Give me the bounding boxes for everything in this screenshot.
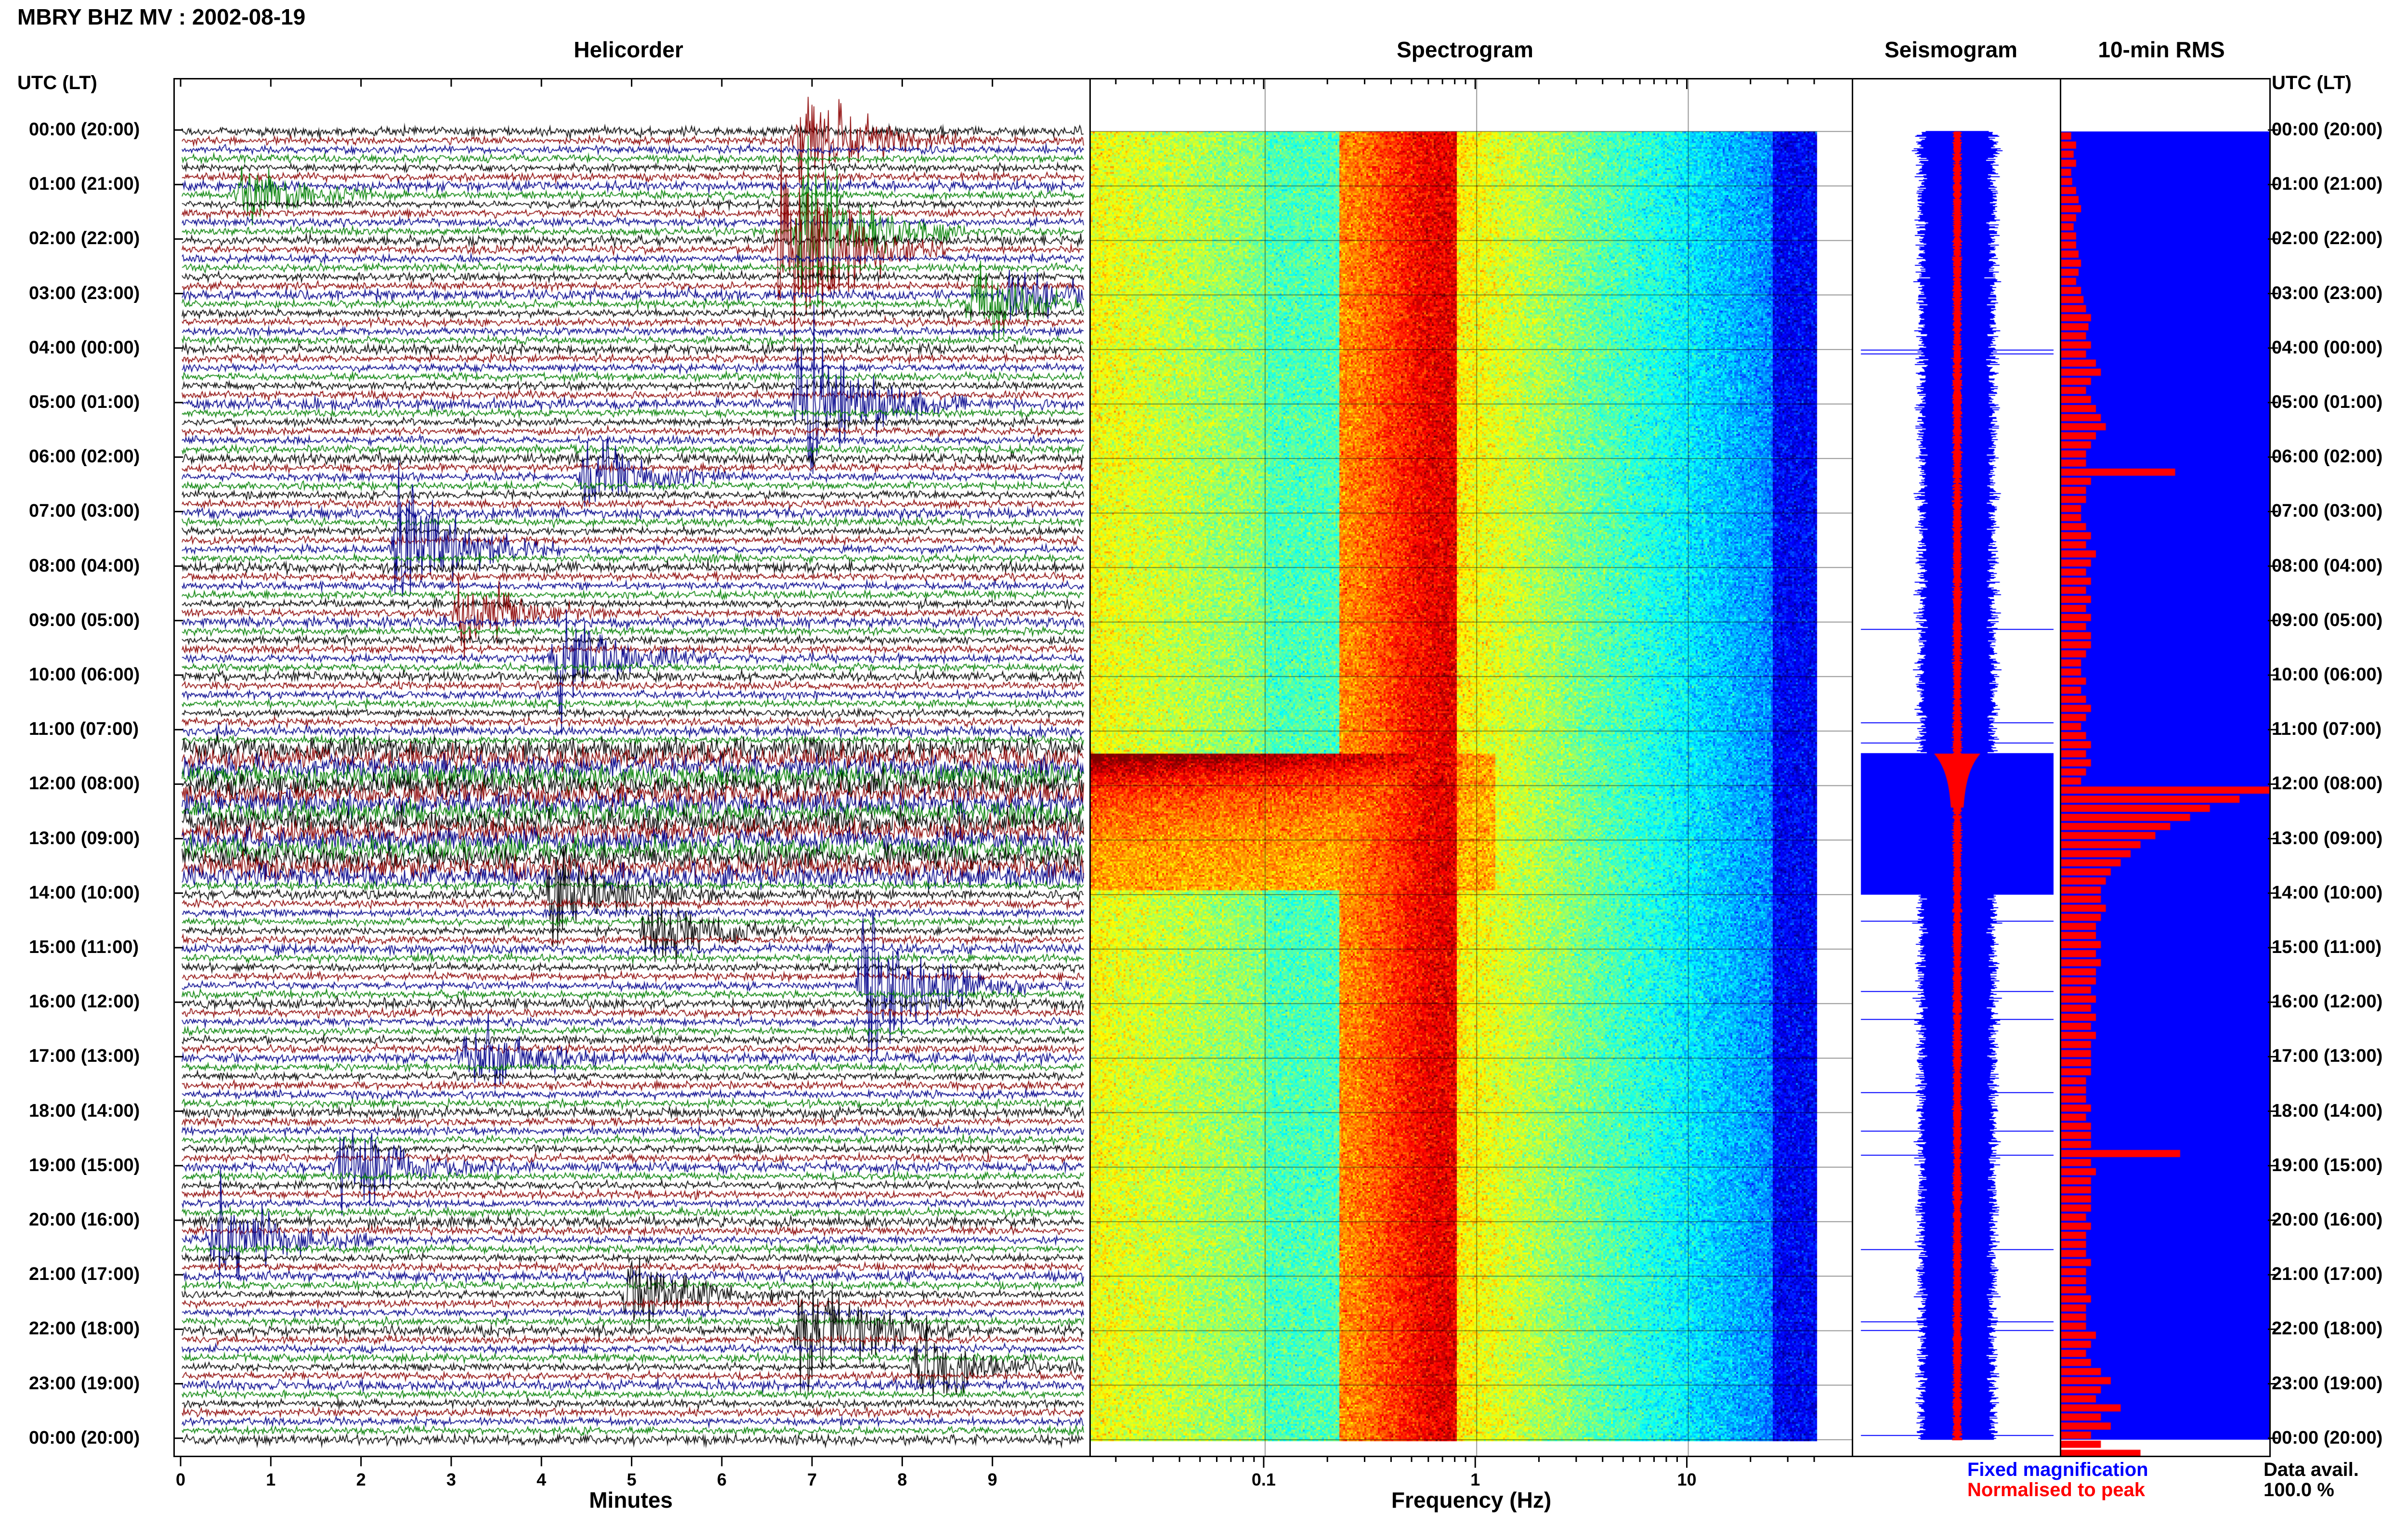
- legend-fixed-magnification: Fixed magnification: [1967, 1459, 2148, 1480]
- spectrogram-xlabel: Frequency (Hz): [1391, 1487, 1552, 1513]
- helicorder-xlabel: Minutes: [589, 1487, 673, 1513]
- time-label-left: 11:00 (07:00): [29, 719, 139, 740]
- time-label-left: 06:00 (02:00): [29, 446, 140, 467]
- time-label-right: 00:00 (20:00): [2272, 1427, 2383, 1448]
- time-label-right: 02:00 (22:00): [2272, 228, 2383, 249]
- time-label-right: 08:00 (04:00): [2272, 555, 2383, 576]
- helicorder-tick-label: 2: [356, 1470, 366, 1489]
- data-avail-label: Data avail.: [2264, 1459, 2359, 1480]
- time-label-right: 09:00 (05:00): [2272, 610, 2383, 630]
- rms-title: 10-min RMS: [2098, 37, 2225, 62]
- time-label-right: 04:00 (00:00): [2272, 337, 2383, 358]
- time-label-right: 01:00 (21:00): [2272, 174, 2383, 195]
- seismogram-title: Seismogram: [1884, 37, 2018, 62]
- helicorder-tick-label: 9: [987, 1470, 997, 1489]
- legend-normalised-to-peak: Normalised to peak: [1967, 1479, 2146, 1500]
- time-label-right: 13:00 (09:00): [2272, 828, 2383, 848]
- time-label-left: 07:00 (03:00): [29, 501, 140, 522]
- spectrogram-tick-label: 0.1: [1251, 1470, 1276, 1489]
- time-label-left: 05:00 (01:00): [29, 392, 140, 412]
- time-label-right: 00:00 (20:00): [2272, 119, 2383, 140]
- helicorder-title: Helicorder: [574, 37, 683, 62]
- time-label-right: 19:00 (15:00): [2272, 1155, 2383, 1175]
- time-label-left: 17:00 (13:00): [29, 1046, 140, 1067]
- time-label-left: 14:00 (10:00): [29, 882, 140, 903]
- time-label-right: 22:00 (18:00): [2272, 1318, 2383, 1339]
- helicorder-tick-label: 7: [807, 1470, 817, 1489]
- helicorder-tick-label: 0: [175, 1470, 186, 1489]
- time-label-right: 17:00 (13:00): [2272, 1046, 2383, 1067]
- spectrogram-tick-label: 1: [1470, 1470, 1480, 1489]
- time-label-left: 08:00 (04:00): [29, 555, 140, 576]
- helicorder-tick-label: 6: [717, 1470, 727, 1489]
- time-label-right: 12:00 (08:00): [2272, 773, 2383, 794]
- time-label-left: 01:00 (21:00): [29, 174, 140, 195]
- helicorder-tick-label: 5: [627, 1470, 637, 1489]
- time-label-left: 18:00 (14:00): [29, 1100, 140, 1121]
- time-label-left: 04:00 (00:00): [29, 337, 140, 358]
- seismogram-traces: [1853, 79, 2061, 1456]
- right-axis-header: UTC (LT): [2272, 72, 2352, 93]
- time-label-left: 02:00 (22:00): [29, 228, 140, 249]
- spectrogram-image: [1091, 79, 1853, 1456]
- time-label-right: 14:00 (10:00): [2272, 882, 2383, 903]
- helicorder-tick-label: 8: [897, 1470, 907, 1489]
- time-label-right: 03:00 (23:00): [2272, 283, 2383, 303]
- time-label-right: 05:00 (01:00): [2272, 392, 2383, 412]
- spectrogram-title: Spectrogram: [1397, 37, 1533, 62]
- time-label-left: 15:00 (11:00): [29, 937, 139, 957]
- time-label-left: 23:00 (19:00): [29, 1373, 140, 1394]
- helicorder-tick-label: 4: [537, 1470, 547, 1489]
- time-label-left: 13:00 (09:00): [29, 828, 140, 848]
- data-avail-value: 100.0 %: [2264, 1479, 2334, 1500]
- time-label-right: 18:00 (14:00): [2272, 1100, 2383, 1121]
- left-axis-header: UTC (LT): [17, 72, 97, 93]
- time-label-right: 07:00 (03:00): [2272, 501, 2383, 522]
- helicorder-tick-label: 1: [266, 1470, 276, 1489]
- helicorder-traces: [175, 79, 1093, 1456]
- time-label-left: 22:00 (18:00): [29, 1318, 140, 1339]
- time-label-right: 15:00 (11:00): [2272, 937, 2382, 957]
- time-label-left: 03:00 (23:00): [29, 283, 140, 303]
- time-label-right: 23:00 (19:00): [2272, 1373, 2383, 1394]
- spectrogram-panel: [1089, 78, 1855, 1457]
- rms-panel: [2060, 78, 2271, 1457]
- rms-bars: [2061, 79, 2269, 1456]
- time-label-left: 20:00 (16:00): [29, 1210, 140, 1230]
- time-label-left: 00:00 (20:00): [29, 119, 140, 140]
- spectrogram-tick-label: 10: [1677, 1470, 1697, 1489]
- time-label-right: 10:00 (06:00): [2272, 665, 2383, 685]
- page-title: MBRY BHZ MV : 2002-08-19: [17, 4, 306, 29]
- time-label-left: 09:00 (05:00): [29, 610, 140, 630]
- time-label-right: 06:00 (02:00): [2272, 446, 2383, 467]
- time-label-left: 21:00 (17:00): [29, 1264, 140, 1285]
- helicorder-tick-label: 3: [446, 1470, 456, 1489]
- helicorder-panel: [173, 78, 1094, 1457]
- time-label-right: 20:00 (16:00): [2272, 1210, 2383, 1230]
- time-label-right: 16:00 (12:00): [2272, 991, 2383, 1012]
- time-label-right: 21:00 (17:00): [2272, 1264, 2383, 1285]
- time-label-left: 16:00 (12:00): [29, 991, 140, 1012]
- time-label-right: 11:00 (07:00): [2272, 719, 2382, 740]
- time-label-left: 10:00 (06:00): [29, 665, 140, 685]
- time-label-left: 12:00 (08:00): [29, 773, 140, 794]
- time-label-left: 00:00 (20:00): [29, 1427, 140, 1448]
- time-label-left: 19:00 (15:00): [29, 1155, 140, 1175]
